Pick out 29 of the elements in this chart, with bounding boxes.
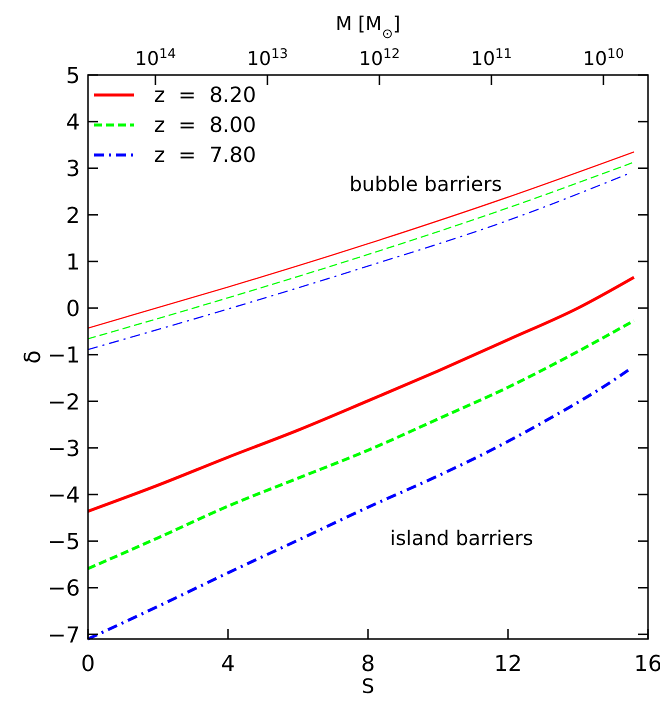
x2-tick-label: 10$^{14}$ — [134, 46, 176, 70]
x-tick-label: 8 — [361, 652, 375, 677]
annotation: island barriers — [390, 526, 534, 550]
x-axis-title: S — [362, 674, 374, 698]
y-tick-label: 3 — [66, 157, 80, 182]
y-tick-label: −2 — [48, 390, 80, 416]
x2-axis-title: M [M$_{⊙}$] — [336, 13, 400, 42]
x2-tick-label: 10$^{12}$ — [358, 46, 400, 70]
legend-label: z = 8.20 — [154, 83, 256, 107]
legend-label: z = 7.80 — [154, 143, 256, 167]
y-tick-label: −5 — [48, 530, 80, 556]
y-tick-label: −7 — [48, 623, 80, 648]
y-tick-label: −6 — [48, 576, 80, 602]
y-tick-label: 1 — [66, 250, 80, 276]
y-tick-label: −1 — [48, 344, 80, 369]
x-tick-label: 12 — [494, 652, 522, 677]
annotation: bubble barriers — [349, 172, 502, 196]
legend-label: z = 8.00 — [154, 113, 256, 137]
x2-tick-label: 10$^{10}$ — [582, 46, 624, 70]
y-tick-label: 0 — [66, 297, 80, 322]
y-tick-label: −3 — [48, 436, 80, 462]
y-tick-label: 2 — [66, 204, 80, 229]
x-tick-label: 4 — [221, 652, 235, 677]
y-tick-label: −4 — [48, 484, 80, 509]
y-tick-label: 5 — [66, 64, 80, 89]
y-axis-title: δ — [21, 350, 46, 364]
x2-tick-label: 10$^{11}$ — [470, 46, 512, 70]
y-tick-label: 4 — [66, 110, 80, 136]
x2-tick-label: 10$^{13}$ — [246, 46, 288, 70]
